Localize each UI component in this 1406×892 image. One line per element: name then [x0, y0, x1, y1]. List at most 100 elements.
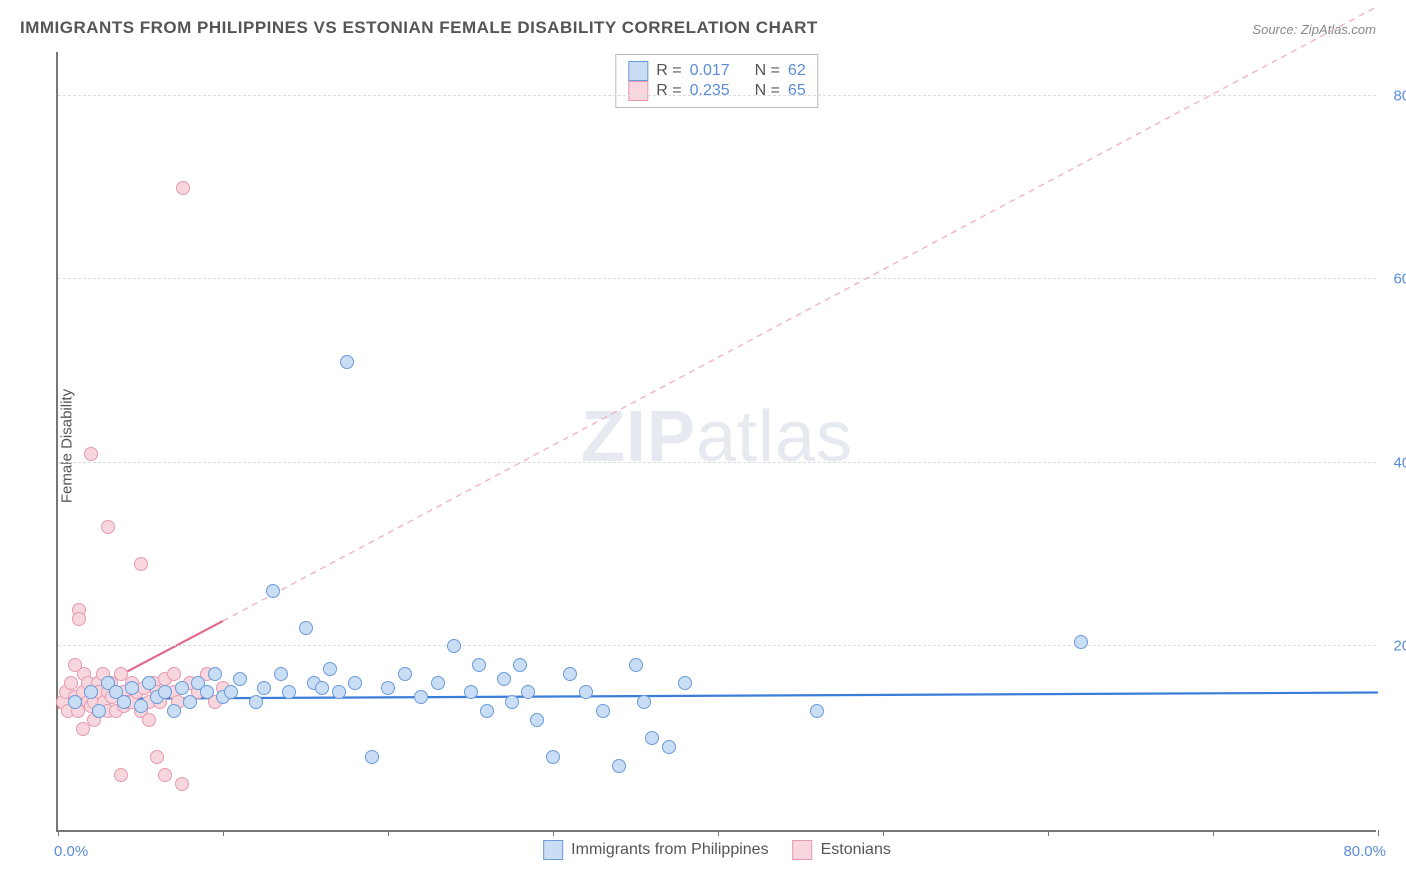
- y-tick-label: 20.0%: [1393, 638, 1406, 655]
- watermark-bold: ZIP: [581, 397, 696, 477]
- legend-stats-row: R = 0.017 N = 62: [628, 61, 805, 81]
- gridline-horizontal: [58, 645, 1376, 646]
- scatter-marker: [381, 681, 395, 695]
- scatter-marker: [158, 685, 172, 699]
- scatter-marker: [315, 681, 329, 695]
- scatter-marker: [398, 667, 412, 681]
- scatter-marker: [447, 639, 461, 653]
- scatter-marker: [142, 713, 156, 727]
- scatter-marker: [629, 658, 643, 672]
- scatter-marker: [200, 685, 214, 699]
- scatter-marker: [637, 695, 651, 709]
- scatter-marker: [579, 685, 593, 699]
- scatter-marker: [521, 685, 535, 699]
- x-tick: [883, 830, 884, 836]
- scatter-marker: [84, 685, 98, 699]
- scatter-marker: [662, 740, 676, 754]
- legend-swatch-pink: [793, 840, 813, 860]
- x-tick: [58, 830, 59, 836]
- x-tick: [718, 830, 719, 836]
- scatter-marker: [167, 667, 181, 681]
- scatter-marker: [505, 695, 519, 709]
- legend-label-estonians: Estonians: [821, 841, 891, 859]
- source-label: Source:: [1252, 22, 1297, 37]
- scatter-marker: [596, 704, 610, 718]
- scatter-marker: [1074, 635, 1088, 649]
- scatter-marker: [323, 662, 337, 676]
- chart-title: IMMIGRANTS FROM PHILIPPINES VS ESTONIAN …: [20, 18, 818, 38]
- n-label: N =: [755, 82, 780, 100]
- scatter-marker: [150, 750, 164, 764]
- x-tick: [553, 830, 554, 836]
- scatter-marker: [678, 676, 692, 690]
- scatter-marker: [176, 181, 190, 195]
- y-tick-label: 60.0%: [1393, 271, 1406, 288]
- scatter-marker: [612, 759, 626, 773]
- scatter-marker: [233, 672, 247, 686]
- x-tick: [388, 830, 389, 836]
- legend-item-estonians: Estonians: [793, 840, 891, 860]
- scatter-marker: [134, 699, 148, 713]
- scatter-marker: [224, 685, 238, 699]
- scatter-marker: [68, 695, 82, 709]
- scatter-marker: [208, 667, 222, 681]
- x-tick-label-min: 0.0%: [54, 843, 88, 860]
- scatter-marker: [76, 722, 90, 736]
- scatter-marker: [431, 676, 445, 690]
- r-value-pink: 0.235: [690, 82, 730, 100]
- gridline-horizontal: [58, 95, 1376, 96]
- scatter-marker: [142, 676, 156, 690]
- scatter-marker: [266, 584, 280, 598]
- scatter-marker: [472, 658, 486, 672]
- y-tick-label: 40.0%: [1393, 454, 1406, 471]
- scatter-marker: [340, 355, 354, 369]
- legend-item-philippines: Immigrants from Philippines: [543, 840, 768, 860]
- x-tick: [1378, 830, 1379, 836]
- scatter-marker: [497, 672, 511, 686]
- scatter-marker: [101, 520, 115, 534]
- r-value-blue: 0.017: [690, 62, 730, 80]
- legend-stats-box: R = 0.017 N = 62 R = 0.235 N = 65: [615, 54, 818, 108]
- trend-lines-svg: [58, 52, 1378, 832]
- scatter-marker: [282, 685, 296, 699]
- scatter-marker: [546, 750, 560, 764]
- n-label: N =: [755, 62, 780, 80]
- n-value-pink: 65: [788, 82, 806, 100]
- source-name: ZipAtlas.com: [1301, 22, 1376, 37]
- scatter-marker: [645, 731, 659, 745]
- scatter-marker: [117, 695, 131, 709]
- source-attribution: Source: ZipAtlas.com: [1252, 22, 1376, 37]
- scatter-marker: [332, 685, 346, 699]
- scatter-plot-area: ZIPatlas R = 0.017 N = 62 R = 0.235 N = …: [56, 52, 1376, 832]
- scatter-marker: [299, 621, 313, 635]
- scatter-marker: [167, 704, 181, 718]
- scatter-marker: [84, 447, 98, 461]
- gridline-horizontal: [58, 462, 1376, 463]
- legend-swatch-blue: [543, 840, 563, 860]
- legend-bottom: Immigrants from Philippines Estonians: [543, 840, 891, 860]
- n-value-blue: 62: [788, 62, 806, 80]
- scatter-marker: [175, 777, 189, 791]
- scatter-marker: [249, 695, 263, 709]
- scatter-marker: [530, 713, 544, 727]
- scatter-marker: [114, 768, 128, 782]
- scatter-marker: [274, 667, 288, 681]
- scatter-marker: [365, 750, 379, 764]
- scatter-marker: [480, 704, 494, 718]
- x-tick: [223, 830, 224, 836]
- watermark-text: ZIPatlas: [581, 396, 853, 478]
- scatter-marker: [175, 681, 189, 695]
- gridline-horizontal: [58, 278, 1376, 279]
- x-tick: [1213, 830, 1214, 836]
- scatter-marker: [464, 685, 478, 699]
- legend-swatch-pink: [628, 81, 648, 101]
- x-tick-label-max: 80.0%: [1343, 843, 1386, 860]
- legend-label-philippines: Immigrants from Philippines: [571, 841, 768, 859]
- r-label: R =: [656, 82, 681, 100]
- scatter-marker: [125, 681, 139, 695]
- scatter-marker: [563, 667, 577, 681]
- scatter-marker: [348, 676, 362, 690]
- scatter-marker: [183, 695, 197, 709]
- scatter-marker: [134, 557, 148, 571]
- scatter-marker: [72, 612, 86, 626]
